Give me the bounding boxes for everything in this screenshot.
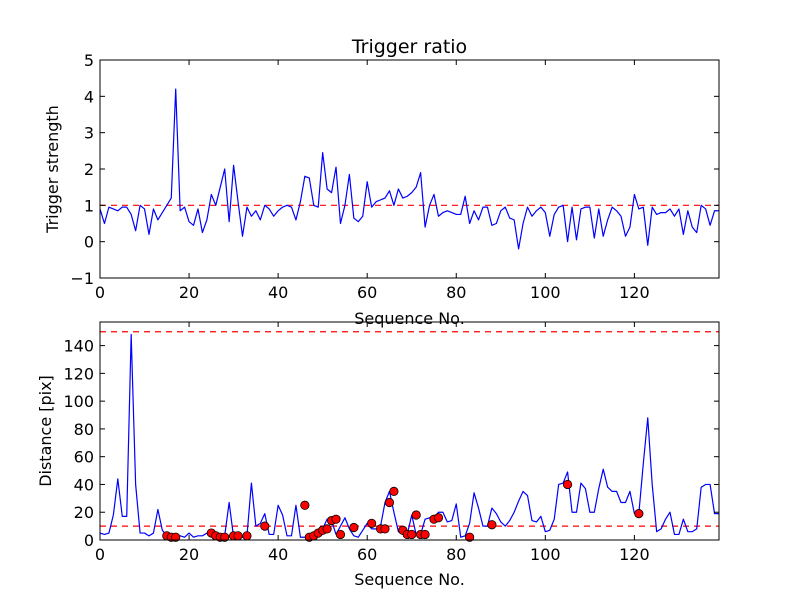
x-tick-label: 60 [357, 283, 377, 302]
y-tick-label: 5 [84, 51, 94, 70]
y-tick-label: −1 [70, 269, 94, 288]
series-line [100, 88, 719, 250]
x-tick-label: 80 [446, 545, 466, 564]
y-axis-label: Trigger strength [43, 105, 62, 234]
x-tick-label: 120 [619, 545, 650, 564]
data-point-marker [300, 500, 310, 510]
y-tick-label: 80 [74, 420, 94, 439]
y-tick-label: 120 [63, 364, 94, 383]
x-tick-label: 40 [268, 283, 288, 302]
data-point-marker [242, 531, 252, 541]
plot-frame [99, 321, 720, 541]
data-point-marker [367, 518, 377, 528]
data-point-marker [487, 520, 497, 530]
trigger-ratio-plot: Trigger ratio Sequence No. Trigger stren… [43, 36, 720, 328]
y-tick-label: 4 [84, 87, 94, 106]
x-axis-label: Sequence No. [354, 570, 465, 589]
data-point-marker [331, 514, 341, 524]
data-point-marker [260, 521, 270, 531]
x-tick-label: 100 [530, 545, 561, 564]
data-point-marker [233, 531, 243, 541]
y-tick-label: 140 [63, 337, 94, 356]
y-tick-label: 2 [84, 160, 94, 179]
data-point-marker [322, 524, 332, 534]
data-point-marker [411, 510, 421, 520]
x-tick-label: 0 [95, 283, 105, 302]
data-point-marker [220, 532, 230, 542]
distance-plot: Sequence No. Distance [pix] 0 20 40 60 80 100… [36, 321, 720, 589]
data-point-marker [335, 529, 346, 540]
data-point-marker [562, 479, 573, 490]
x-tick-label: 120 [619, 283, 650, 302]
data-point-marker [384, 497, 395, 508]
y-axis-label: Distance [pix] [36, 375, 55, 487]
series-line [100, 333, 719, 538]
data-point-marker [389, 486, 399, 497]
data-point-marker [407, 529, 417, 540]
x-axis-label: Sequence No. [354, 309, 465, 328]
x-tick-label: 20 [179, 545, 199, 564]
x-tick-label: 80 [446, 283, 466, 302]
y-tick-label: 0 [84, 531, 94, 550]
y-tick-label: 100 [63, 392, 94, 411]
x-tick-label: 0 [95, 545, 105, 564]
data-point-marker [171, 532, 181, 542]
x-tick-label: 20 [179, 283, 199, 302]
y-tick-label: 40 [74, 475, 94, 494]
data-point-marker [634, 509, 644, 519]
chart-title: Trigger ratio [351, 36, 467, 58]
data-point-marker [349, 522, 359, 533]
x-tick-label: 60 [357, 545, 377, 564]
data-point-marker [380, 524, 390, 534]
y-tick-label: 20 [74, 503, 94, 522]
y-tick-label: 1 [84, 196, 94, 215]
y-tick-label: 3 [84, 124, 94, 143]
y-tick-label: 0 [84, 233, 94, 252]
x-tick-label: 40 [268, 545, 288, 564]
data-point-marker [433, 513, 444, 523]
data-point-marker [465, 532, 475, 542]
data-point-marker [420, 529, 430, 540]
y-tick-label: 60 [74, 448, 94, 467]
x-tick-label: 100 [530, 283, 561, 302]
